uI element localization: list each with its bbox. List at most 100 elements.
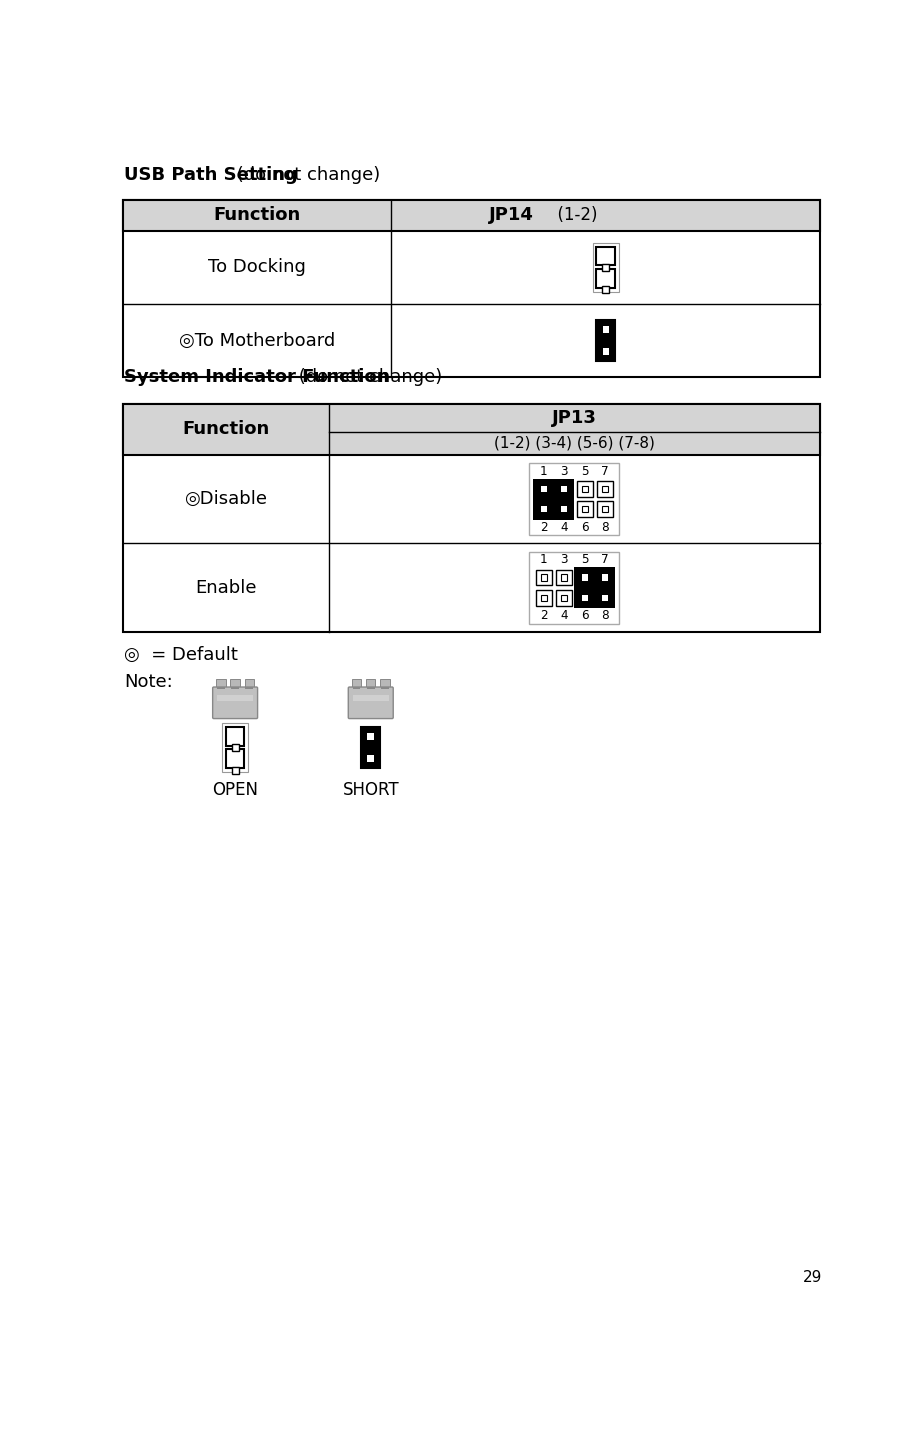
Bar	[533, 479, 573, 519]
Text: 8: 8	[601, 610, 608, 623]
Text: 2: 2	[539, 610, 547, 623]
Bar	[573, 567, 615, 609]
Text: SHORT: SHORT	[342, 780, 399, 799]
Bar	[352, 688, 360, 689]
Bar	[225, 727, 244, 746]
Bar	[601, 596, 607, 601]
Bar	[380, 679, 389, 688]
Bar	[601, 506, 607, 512]
Bar	[596, 320, 615, 360]
Text: 5: 5	[580, 554, 588, 567]
Bar	[225, 750, 244, 767]
Text: 3: 3	[560, 554, 567, 567]
Text: 4: 4	[560, 521, 567, 534]
Text: (1-2): (1-2)	[547, 206, 597, 225]
Bar	[561, 486, 566, 492]
Text: 7: 7	[601, 464, 608, 477]
Bar	[602, 326, 608, 333]
Bar	[561, 596, 566, 601]
Bar	[596, 270, 615, 288]
Bar	[576, 482, 592, 497]
Bar	[581, 486, 587, 492]
Bar	[221, 724, 248, 771]
Bar	[351, 679, 361, 688]
Text: ◎Disable: ◎Disable	[184, 490, 267, 508]
Bar	[602, 349, 608, 355]
Bar	[596, 482, 612, 497]
Text: JP14: JP14	[488, 206, 533, 225]
Bar	[601, 574, 607, 581]
Bar	[244, 679, 254, 688]
Text: (do not change): (do not change)	[293, 368, 442, 385]
Bar	[352, 695, 389, 701]
Bar	[576, 502, 592, 518]
Bar	[555, 570, 572, 585]
Text: 2: 2	[539, 521, 547, 534]
Bar	[361, 727, 380, 767]
Bar	[367, 688, 374, 689]
Bar	[576, 570, 592, 585]
Bar	[528, 463, 618, 535]
Bar	[581, 574, 587, 581]
FancyBboxPatch shape	[348, 686, 392, 718]
Bar	[596, 247, 615, 265]
Text: 4: 4	[560, 610, 567, 623]
Bar	[216, 679, 225, 688]
Text: To Docking: To Docking	[208, 258, 306, 277]
Bar	[380, 688, 389, 689]
Text: 6: 6	[580, 521, 588, 534]
Bar	[217, 695, 253, 701]
Bar	[601, 486, 607, 492]
Bar	[217, 688, 224, 689]
Text: USB Path Setting: USB Path Setting	[124, 166, 298, 183]
Bar	[245, 688, 253, 689]
Bar	[555, 502, 572, 518]
Text: (do not change): (do not change)	[231, 166, 380, 183]
Bar	[555, 482, 572, 497]
Bar	[367, 733, 374, 740]
Bar	[540, 574, 546, 581]
Text: 5: 5	[580, 464, 588, 477]
Bar	[535, 570, 551, 585]
Text: JP13: JP13	[551, 410, 596, 427]
Bar	[122, 200, 820, 231]
Text: 6: 6	[580, 610, 588, 623]
Bar	[540, 596, 546, 601]
Bar	[561, 574, 566, 581]
Bar	[555, 590, 572, 606]
Text: System Indicator Function: System Indicator Function	[124, 368, 390, 385]
Bar	[231, 688, 239, 689]
Bar	[561, 506, 566, 512]
Bar	[576, 590, 592, 606]
Bar	[122, 200, 820, 378]
Bar	[367, 756, 374, 761]
Bar	[528, 552, 618, 623]
Bar	[540, 486, 546, 492]
Bar	[122, 404, 820, 632]
Text: Note:: Note:	[124, 673, 173, 691]
Bar	[596, 570, 612, 585]
Text: Function: Function	[213, 206, 301, 225]
Bar	[596, 590, 612, 606]
Text: Function: Function	[182, 421, 269, 438]
Bar	[232, 767, 238, 773]
Text: 1: 1	[539, 464, 547, 477]
Text: 29: 29	[801, 1269, 821, 1285]
Text: ◎To Motherboard: ◎To Motherboard	[178, 332, 335, 349]
Text: OPEN: OPEN	[212, 780, 258, 799]
Text: 1: 1	[539, 554, 547, 567]
Text: ◎  = Default: ◎ = Default	[124, 646, 238, 663]
Bar	[602, 287, 608, 294]
Bar	[540, 506, 546, 512]
Text: 7: 7	[601, 554, 608, 567]
Bar	[596, 502, 612, 518]
Bar	[232, 744, 238, 751]
Text: 8: 8	[601, 521, 608, 534]
Bar	[366, 679, 375, 688]
Bar	[581, 596, 587, 601]
Bar	[581, 506, 587, 512]
FancyBboxPatch shape	[212, 686, 257, 718]
Bar	[122, 404, 820, 454]
Text: 3: 3	[560, 464, 567, 477]
Bar	[535, 482, 551, 497]
